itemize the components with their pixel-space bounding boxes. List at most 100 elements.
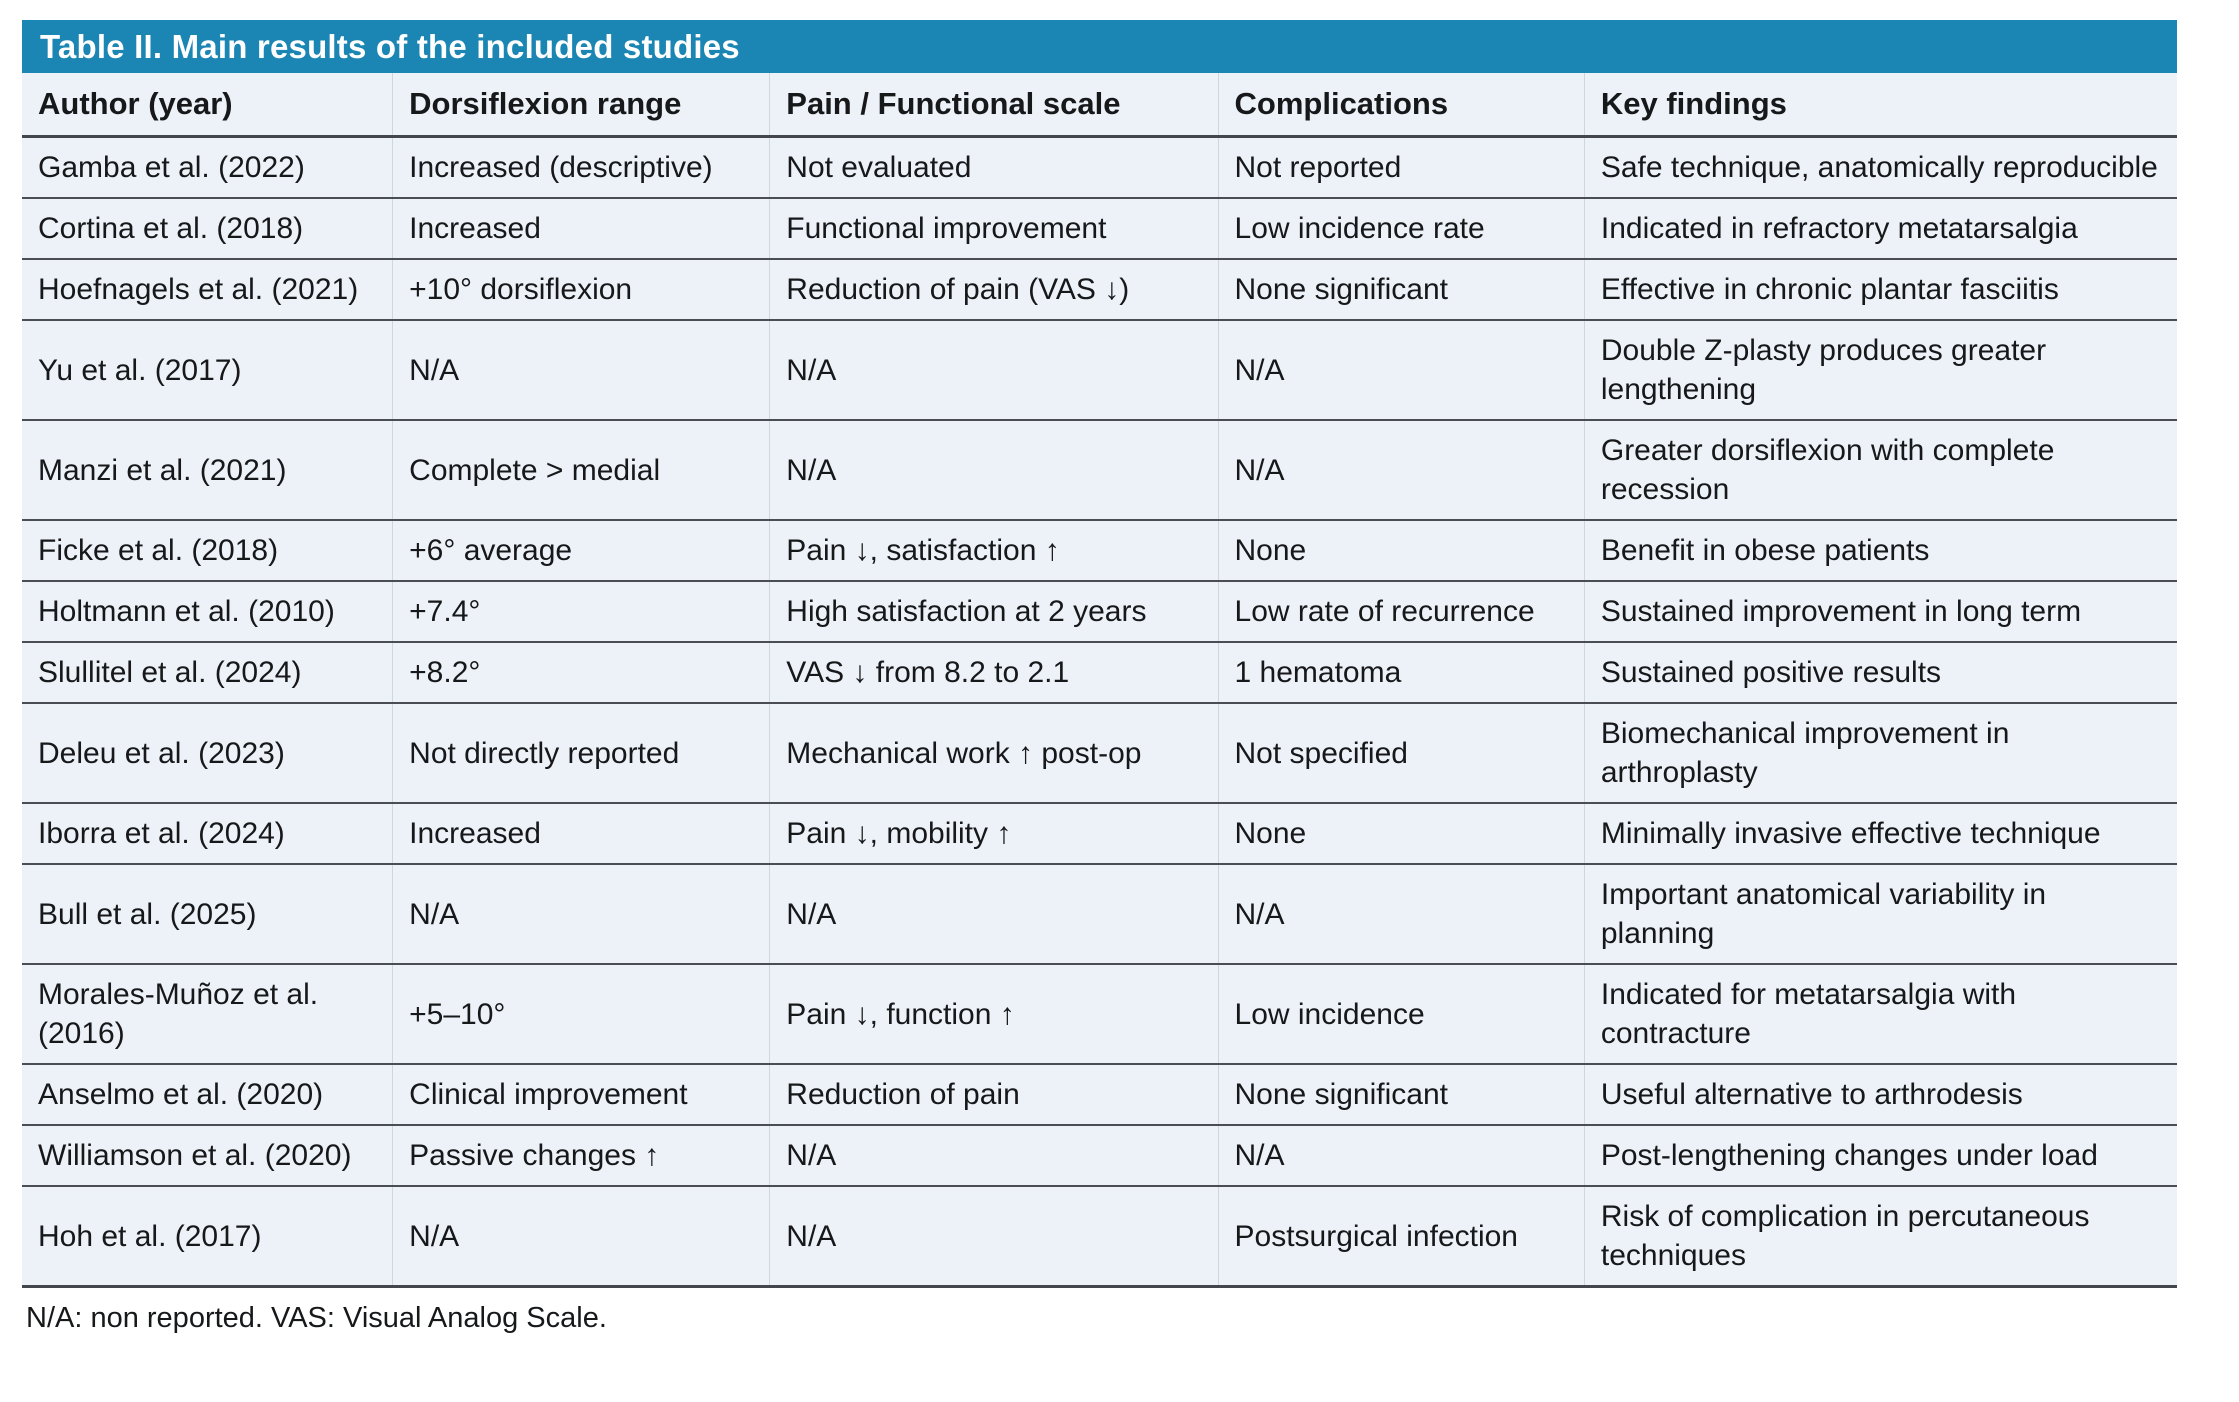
table-row: Gamba et al. (2022) Increased (descriptiv… [22, 136, 2177, 199]
table-cell: Sustained positive results [1583, 642, 2177, 704]
table-title-bar: Table II. Main results of the included s… [22, 20, 2177, 73]
table-cell: Double Z-plasty produces greater lengthe… [1583, 320, 2177, 421]
table-cell: Increased [392, 803, 770, 865]
table-row: Williamson et al. (2020) Passive changes … [22, 1125, 2177, 1187]
table-cell: None [1217, 520, 1585, 582]
table-cell: Morales-Muñoz et al. (2016) [22, 964, 393, 1065]
table-cell: Reduction of pain [769, 1064, 1219, 1126]
table-cell: N/A [769, 320, 1219, 421]
table-cell: Clinical improvement [392, 1064, 770, 1126]
table-cell: Increased (descriptive) [392, 136, 770, 199]
table-cell: N/A [392, 864, 770, 965]
table-cell: Deleu et al. (2023) [22, 703, 393, 804]
table-row: Iborra et al. (2024) Increased Pain ↓, mob… [22, 803, 2177, 865]
table-cell: N/A [392, 320, 770, 421]
table-row: Slullitel et al. (2024) +8.2° VAS ↓ from 8… [22, 642, 2177, 704]
table-cell: Holtmann et al. (2010) [22, 581, 393, 643]
table-cell: Not directly reported [392, 703, 770, 804]
table-cell: None significant [1217, 259, 1585, 321]
table-cell: +10° dorsiflexion [392, 259, 770, 321]
table-cell: Effective in chronic plantar fasciitis [1583, 259, 2177, 321]
table-cell: N/A [769, 1125, 1219, 1187]
table-cell: Minimally invasive effective technique [1583, 803, 2177, 865]
table-row: Ficke et al. (2018) +6° average Pain ↓, sa… [22, 520, 2177, 582]
table-cell: Iborra et al. (2024) [22, 803, 393, 865]
table-row: Bull et al. (2025) N/A N/A N/A Important ana… [22, 864, 2177, 965]
table-cell: Indicated for metatarsalgia with contrac… [1583, 964, 2177, 1065]
table-cell: N/A [769, 1186, 1219, 1288]
table-row: Holtmann et al. (2010) +7.4° High satisfac… [22, 581, 2177, 643]
table-row: Yu et al. (2017) N/A N/A N/A Double Z-plasty… [22, 320, 2177, 421]
table-cell: N/A [1217, 420, 1585, 521]
table-cell: Pain ↓, mobility ↑ [769, 803, 1219, 865]
table-row: Hoefnagels et al. (2021) +10° dorsiflexio… [22, 259, 2177, 321]
table-cell: Low incidence rate [1217, 198, 1585, 260]
table-cell: High satisfaction at 2 years [769, 581, 1219, 643]
table-cell: Hoefnagels et al. (2021) [22, 259, 393, 321]
table-cell: 1 hematoma [1217, 642, 1585, 704]
table-cell: N/A [1217, 320, 1585, 421]
table-cell: VAS ↓ from 8.2 to 2.1 [769, 642, 1219, 704]
table-cell: N/A [769, 420, 1219, 521]
table-cell: +8.2° [392, 642, 770, 704]
table-cell: Low rate of recurrence [1217, 581, 1585, 643]
table-cell: Williamson et al. (2020) [22, 1125, 393, 1187]
table-cell: Increased [392, 198, 770, 260]
table-cell: Pain ↓, satisfaction ↑ [769, 520, 1219, 582]
table-cell: None significant [1217, 1064, 1585, 1126]
table-cell: Important anatomical variability in plan… [1583, 864, 2177, 965]
results-table-head-row: Author (year) Dorsiflexion range Pain / Fu… [22, 73, 2177, 138]
column-header: Complications [1217, 73, 1585, 138]
results-table-body: Gamba et al. (2022) Increased (descriptiv… [22, 136, 2177, 1288]
table-cell: N/A [1217, 864, 1585, 965]
table-cell: Ficke et al. (2018) [22, 520, 393, 582]
table-cell: +6° average [392, 520, 770, 582]
table-row: Hoh et al. (2017) N/A N/A Postsurgical infe… [22, 1186, 2177, 1288]
table-cell: Reduction of pain (VAS ↓) [769, 259, 1219, 321]
table-title: Table II. Main results of the included s… [40, 27, 740, 65]
table-cell: Mechanical work ↑ post-op [769, 703, 1219, 804]
table-cell: N/A [1217, 1125, 1585, 1187]
table-cell: N/A [392, 1186, 770, 1288]
column-header: Author (year) [22, 73, 393, 138]
table-row: Deleu et al. (2023) Not directly reported… [22, 703, 2177, 804]
table-cell: Indicated in refractory metatarsalgia [1583, 198, 2177, 260]
table-cell: Not evaluated [769, 136, 1219, 199]
table-cell: Useful alternative to arthrodesis [1583, 1064, 2177, 1126]
table-cell: Hoh et al. (2017) [22, 1186, 393, 1288]
table-cell: N/A [769, 864, 1219, 965]
table-cell: Safe technique, anatomically reproducibl… [1583, 136, 2177, 199]
table-cell: Benefit in obese patients [1583, 520, 2177, 582]
table-cell: +7.4° [392, 581, 770, 643]
table-cell: Sustained improvement in long term [1583, 581, 2177, 643]
table-cell: Not reported [1217, 136, 1585, 199]
table-row: Manzi et al. (2021) Complete > medial N/A N… [22, 420, 2177, 521]
table-cell: Greater dorsiflexion with complete reces… [1583, 420, 2177, 521]
table-cell: Manzi et al. (2021) [22, 420, 393, 521]
column-header: Key findings [1583, 73, 2177, 138]
table-cell: Pain ↓, function ↑ [769, 964, 1219, 1065]
table-cell: Low incidence [1217, 964, 1585, 1065]
table-cell: Complete > medial [392, 420, 770, 521]
table-row: Morales-Muñoz et al. (2016) +5–10° Pain ↓,… [22, 964, 2177, 1065]
table-cell: Cortina et al. (2018) [22, 198, 393, 260]
table-cell: +5–10° [392, 964, 770, 1065]
table-row: Anselmo et al. (2020) Clinical improvemen… [22, 1064, 2177, 1126]
footnote: N/A: non reported. VAS: Visual Analog Sc… [26, 1302, 607, 1334]
table-card: Table II. Main results of the included s… [22, 20, 2177, 1335]
table-row: Cortina et al. (2018) Increased Functional… [22, 198, 2177, 260]
table-cell: Bull et al. (2025) [22, 864, 393, 965]
column-header: Pain / Functional scale [769, 73, 1219, 138]
table-cell: Yu et al. (2017) [22, 320, 393, 421]
column-header: Dorsiflexion range [392, 73, 770, 138]
table-cell: Passive changes ↑ [392, 1125, 770, 1187]
table-cell: None [1217, 803, 1585, 865]
table-cell: Gamba et al. (2022) [22, 136, 393, 199]
table-cell: Slullitel et al. (2024) [22, 642, 393, 704]
table-cell: Risk of complication in percutaneous tec… [1583, 1186, 2177, 1288]
table-cell: Anselmo et al. (2020) [22, 1064, 393, 1126]
results-table: Author (year) Dorsiflexion range Pain / Fu… [22, 73, 2177, 1288]
table-cell: Functional improvement [769, 198, 1219, 260]
table-cell: Post-lengthening changes under load [1583, 1125, 2177, 1187]
table-cell: Biomechanical improvement in arthroplast… [1583, 703, 2177, 804]
